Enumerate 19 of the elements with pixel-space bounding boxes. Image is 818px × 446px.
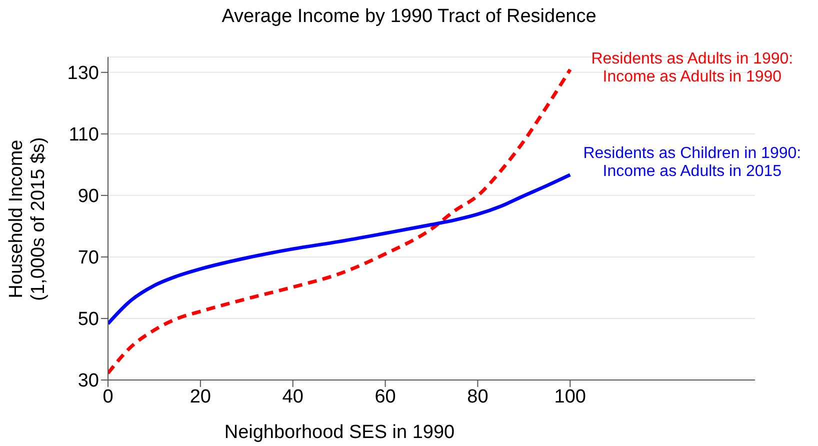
- x-tick-label: 0: [102, 386, 114, 408]
- x-tick-label: 60: [374, 386, 396, 408]
- y-tick-label: 110: [68, 124, 99, 146]
- y-axis-title: Household Income (1,000s of 2015 $s): [6, 137, 50, 301]
- series-label: Residents as Children in 1990: Income as Adults in 2015: [583, 144, 802, 180]
- line-series: [108, 68, 572, 375]
- x-tick-label: 80: [467, 386, 488, 408]
- y-tick-label: 130: [67, 63, 99, 84]
- line-series: [108, 173, 572, 326]
- series-label: Residents as Adults in 1990: Income as Adults in 1990: [591, 50, 794, 86]
- x-tick-label: 40: [282, 386, 304, 408]
- y-tick-label: 50: [78, 309, 99, 330]
- x-tick-label: 20: [190, 386, 211, 408]
- x-axis-title: Neighborhood SES in 1990: [223, 422, 456, 444]
- chart-title: Average Income by 1990 Tract of Residence: [220, 6, 598, 28]
- y-tick-label: 90: [78, 186, 99, 208]
- x-tick-label: 100: [554, 386, 586, 408]
- y-tick-label: 70: [78, 248, 99, 269]
- y-tick-label: 30: [78, 370, 99, 392]
